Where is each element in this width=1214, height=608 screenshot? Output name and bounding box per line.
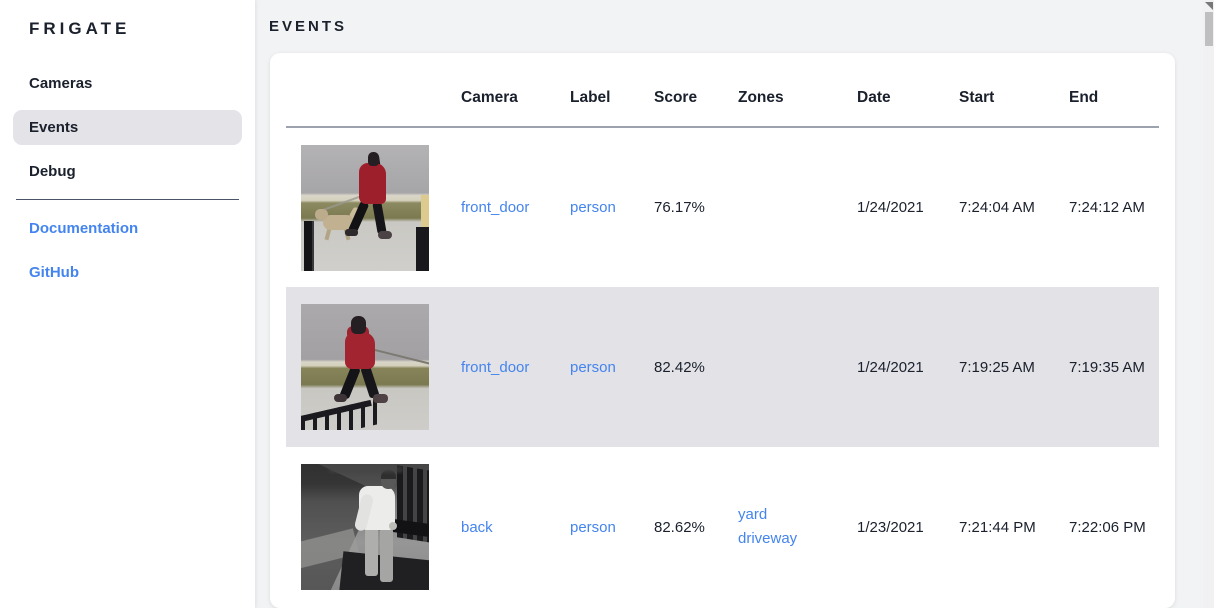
person-red-hoodie: [345, 332, 375, 369]
event-score: 82.42%: [654, 358, 705, 376]
event-thumbnail-cell: [286, 447, 445, 607]
events-card: Camera Label Score Zones Date Start End: [270, 53, 1175, 608]
event-zones-cell: [722, 127, 841, 287]
events-table: Camera Label Score Zones Date Start End: [286, 69, 1159, 607]
event-end-time: 7:22:06 PM: [1069, 518, 1146, 536]
event-date: 1/23/2021: [857, 518, 924, 536]
event-camera-cell: front_door: [445, 287, 554, 447]
event-label-cell: person: [554, 287, 638, 447]
zone-link[interactable]: driveway: [738, 530, 798, 547]
event-thumbnail[interactable]: [301, 304, 429, 430]
person-hand: [389, 522, 397, 530]
person-leg: [380, 528, 393, 582]
person-head: [351, 316, 366, 334]
event-date: 1/24/2021: [857, 358, 924, 376]
event-thumbnail[interactable]: [301, 144, 429, 271]
main-content: EVENTS Camera Label Score Zones Date Sta…: [255, 0, 1203, 608]
railing-post: [304, 220, 314, 271]
event-start-time: 7:19:25 AM: [959, 358, 1035, 376]
camera-link[interactable]: back: [461, 518, 493, 536]
sidebar-item-cameras[interactable]: Cameras: [29, 75, 93, 92]
page-title: EVENTS: [269, 18, 348, 35]
column-header-zones: Zones: [722, 69, 841, 128]
event-date: 1/24/2021: [857, 199, 924, 216]
person-shoe: [378, 230, 392, 239]
person-hair: [381, 470, 396, 479]
sidebar-divider: [16, 199, 239, 200]
label-link[interactable]: person: [570, 358, 616, 376]
sidebar-item-debug[interactable]: Debug: [29, 163, 76, 180]
dog-body: [323, 214, 354, 230]
camera-link[interactable]: front_door: [461, 199, 530, 216]
event-camera-cell: front_door: [445, 127, 554, 287]
event-end-time: 7:19:35 AM: [1069, 358, 1145, 376]
event-zones-cell: [722, 287, 841, 447]
event-row[interactable]: front_door person 76.17% 1/24/2021 7:24:…: [286, 127, 1159, 287]
event-thumbnail-cell: [286, 127, 445, 287]
person-leg: [365, 528, 378, 576]
column-header-score: Score: [638, 69, 722, 128]
column-header-camera: Camera: [445, 69, 554, 128]
person-red-coat: [359, 162, 386, 204]
sidebar: FRIGATE Cameras Events Debug Documentati…: [0, 0, 255, 608]
column-header-date: Date: [841, 69, 943, 128]
person-shoe: [334, 394, 347, 402]
event-end-time: 7:24:12 AM: [1069, 199, 1145, 216]
column-header-thumbnail: [286, 69, 445, 128]
event-score: 82.62%: [654, 518, 705, 536]
event-row-highlighted[interactable]: front_door person 82.42% 1/24/2021 7:19:…: [286, 287, 1159, 447]
railing-post: [416, 226, 429, 271]
event-row[interactable]: back person 82.62% yard driveway 1/23/20…: [286, 447, 1159, 607]
sidebar-link-github[interactable]: GitHub: [29, 264, 79, 281]
person-shoe: [373, 394, 388, 403]
scroll-corner-icon: [1205, 2, 1213, 10]
event-thumbnail-cell: [286, 287, 445, 447]
person-leg: [372, 200, 387, 235]
event-score: 76.17%: [654, 199, 705, 216]
curb-strip: [421, 194, 429, 229]
dog-leash: [370, 348, 429, 365]
scrollbar[interactable]: [1203, 0, 1214, 608]
zone-link[interactable]: yard: [738, 506, 768, 523]
column-header-start: Start: [943, 69, 1053, 128]
scrollbar-thumb[interactable]: [1205, 12, 1213, 46]
label-link[interactable]: person: [570, 518, 616, 536]
event-camera-cell: back: [445, 447, 554, 607]
person-head: [368, 151, 379, 166]
dog-head: [315, 208, 328, 220]
sidebar-item-events[interactable]: Events: [13, 110, 242, 145]
timestamp-smudge: [329, 466, 403, 473]
column-header-label: Label: [554, 69, 638, 128]
event-thumbnail[interactable]: [301, 464, 429, 590]
camera-link[interactable]: front_door: [461, 358, 530, 376]
event-label-cell: person: [554, 447, 638, 607]
label-link[interactable]: person: [570, 199, 616, 216]
event-start-time: 7:24:04 AM: [959, 199, 1035, 216]
person-shoe: [345, 228, 358, 236]
event-zones-cell: yard driveway: [722, 447, 841, 607]
event-start-time: 7:21:44 PM: [959, 518, 1036, 536]
app-logo: FRIGATE: [29, 19, 131, 38]
sidebar-nav: Cameras Events Debug Documentation GitHu…: [13, 66, 242, 290]
column-header-end: End: [1053, 69, 1159, 128]
event-label-cell: person: [554, 127, 638, 287]
table-header-row: Camera Label Score Zones Date Start End: [286, 69, 1159, 128]
sidebar-link-documentation[interactable]: Documentation: [29, 220, 139, 237]
